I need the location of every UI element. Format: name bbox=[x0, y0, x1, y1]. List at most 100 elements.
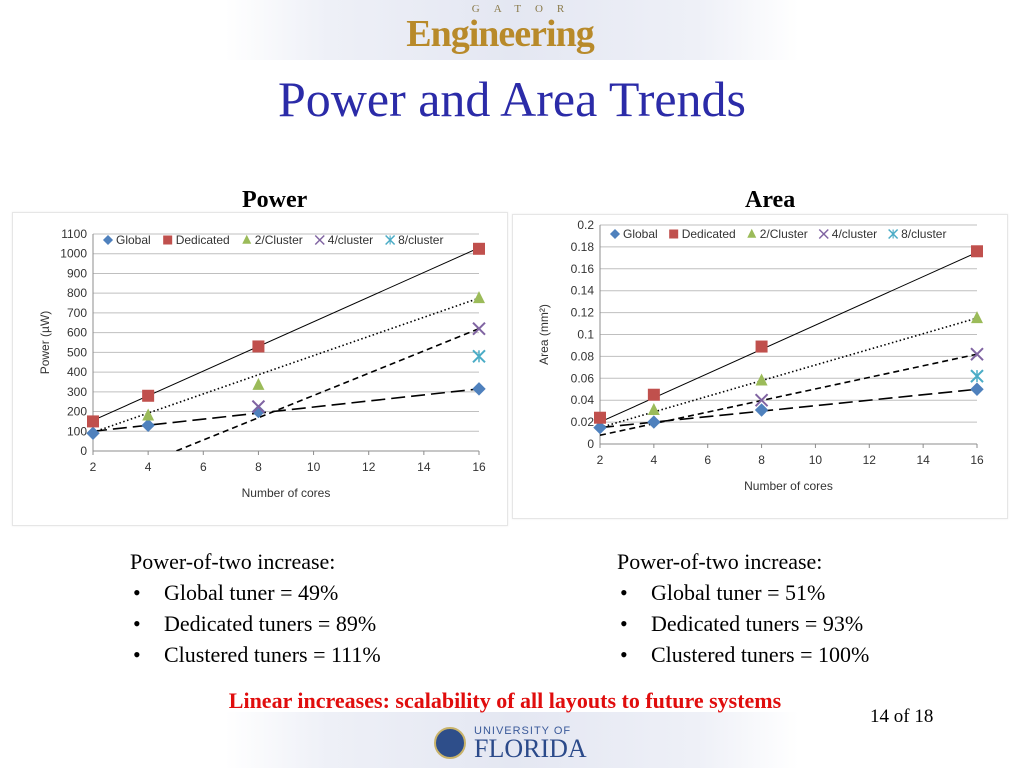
power-y-tick-label: 700 bbox=[67, 306, 87, 320]
area-trendline-4-cluster bbox=[600, 353, 977, 437]
power-y-tick-label: 100 bbox=[67, 424, 87, 438]
area-point-8-cluster bbox=[970, 369, 984, 383]
power-x-axis-label: Number of cores bbox=[242, 486, 331, 500]
power-x-tick-label: 6 bbox=[200, 460, 207, 474]
area-chart-frame: 0 0.02 0.04 0.06 0.08 0.1 0.12 0.14 0.16 0.18 0.2 2… bbox=[512, 214, 1008, 519]
power-bullet-dedicated: Dedicated tuners = 89% bbox=[164, 611, 377, 636]
power-point-dedicated bbox=[87, 415, 99, 428]
area-notes-title: Power-of-two increase: bbox=[617, 549, 823, 574]
svg-text:2/Cluster: 2/Cluster bbox=[255, 233, 303, 247]
area-y-tick-label: 0.14 bbox=[571, 284, 595, 298]
svg-text:4/cluster: 4/cluster bbox=[832, 227, 877, 241]
power-y-tick-label: 1000 bbox=[60, 247, 87, 261]
power-y-tick-label: 1100 bbox=[61, 227, 87, 241]
power-y-tick-label: 600 bbox=[67, 326, 87, 340]
list-item: • Clustered tuners = 100% bbox=[617, 639, 869, 670]
university-of-florida-logo: UNIVERSITY OF FLORIDA bbox=[434, 723, 587, 765]
power-legend-dedicated: Dedicated bbox=[163, 233, 230, 247]
logo-gator-text: GATOR bbox=[471, 3, 579, 15]
list-item: • Dedicated tuners = 89% bbox=[130, 608, 381, 639]
svg-text:Dedicated: Dedicated bbox=[176, 233, 230, 247]
area-legend-dedicated: Dedicated bbox=[669, 227, 736, 241]
power-bullet-global: Global tuner = 49% bbox=[164, 580, 339, 605]
area-legend-4-cluster: 4/cluster bbox=[818, 227, 877, 241]
area-point-2-cluster bbox=[755, 373, 768, 386]
list-item: • Global tuner = 51% bbox=[617, 577, 869, 608]
scalability-message: Linear increases: scalability of all lay… bbox=[228, 688, 782, 713]
area-point-dedicated bbox=[755, 340, 768, 353]
power-point-8-cluster bbox=[472, 349, 486, 364]
power-point-dedicated bbox=[142, 389, 155, 402]
power-chart: 0 100 200 300 400 500 600 700 800 900 1000 1100 2 4 6 8… bbox=[38, 227, 486, 500]
svg-text:8/cluster: 8/cluster bbox=[398, 233, 443, 247]
svg-text:Global: Global bbox=[116, 233, 151, 247]
area-notes: Power-of-two increase: • Global tuner = 5… bbox=[617, 546, 869, 670]
area-point-4-cluster bbox=[754, 393, 769, 407]
area-point-2-cluster bbox=[647, 403, 660, 416]
svg-text:4/cluster: 4/cluster bbox=[328, 233, 373, 247]
gator-engineering-logo: GATOR Engineering bbox=[400, 4, 600, 58]
area-x-tick-label: 2 bbox=[597, 453, 604, 467]
area-x-tick-label: 6 bbox=[704, 453, 711, 467]
area-bullet-clustered: Clustered tuners = 100% bbox=[651, 642, 870, 667]
area-point-dedicated bbox=[594, 411, 606, 424]
area-point-global bbox=[970, 382, 984, 396]
slide-title: Power and Area Trends bbox=[277, 71, 747, 127]
logo-university-text: UNIVERSITY OF bbox=[474, 725, 572, 737]
power-legend-4-cluster: 4/cluster bbox=[314, 233, 373, 247]
area-trendline-dedicated bbox=[600, 251, 977, 423]
area-x-tick-label: 16 bbox=[970, 453, 984, 467]
area-trendline-2-cluster bbox=[600, 317, 977, 429]
area-x-tick-label: 10 bbox=[809, 453, 823, 467]
list-item: • Dedicated tuners = 93% bbox=[617, 608, 869, 639]
power-trendline-global bbox=[93, 388, 479, 433]
power-y-tick-label: 900 bbox=[67, 266, 87, 280]
power-x-tick-label: 8 bbox=[255, 460, 262, 474]
area-x-axis-label: Number of cores bbox=[744, 479, 833, 493]
list-item: • Global tuner = 49% bbox=[130, 577, 381, 608]
area-x-tick-label: 8 bbox=[758, 453, 765, 467]
area-y-tick-label: 0.12 bbox=[571, 306, 595, 320]
area-legend-global: Global bbox=[609, 227, 658, 241]
area-y-tick-label: 0.02 bbox=[571, 415, 595, 429]
area-y-tick-label: 0 bbox=[587, 437, 594, 451]
area-y-tick-label: 0.04 bbox=[571, 393, 595, 407]
power-point-2-cluster bbox=[142, 408, 155, 421]
power-legend-8-cluster: 8/cluster bbox=[385, 233, 443, 247]
power-notes-title: Power-of-two increase: bbox=[130, 549, 336, 574]
area-y-tick-label: 0.16 bbox=[571, 262, 595, 276]
power-x-tick-label: 16 bbox=[472, 460, 486, 474]
area-point-global bbox=[593, 420, 607, 435]
power-y-tick-label: 300 bbox=[67, 385, 87, 399]
power-y-tick-label: 400 bbox=[67, 365, 87, 379]
power-bullet-clustered: Clustered tuners = 111% bbox=[164, 642, 381, 667]
area-point-dedicated bbox=[647, 388, 660, 401]
power-trendline-2-cluster bbox=[93, 297, 479, 434]
uf-seal-icon bbox=[434, 727, 466, 759]
area-y-tick-label: 0.06 bbox=[571, 371, 595, 385]
power-y-axis-label: Power (µW) bbox=[38, 311, 52, 375]
area-point-2-cluster bbox=[971, 311, 983, 324]
power-y-tick-label: 500 bbox=[67, 345, 87, 359]
area-point-global bbox=[647, 415, 661, 429]
area-bullet-list: • Global tuner = 51% • Dedicated tuners = … bbox=[617, 577, 869, 670]
bottom-banner bbox=[0, 712, 1024, 768]
power-x-tick-label: 12 bbox=[362, 460, 376, 474]
logo-engineering-text: Engineering bbox=[406, 13, 594, 55]
area-legend-2-cluster: 2/Cluster bbox=[747, 227, 808, 241]
power-x-tick-label: 4 bbox=[145, 460, 152, 474]
power-y-tick-label: 0 bbox=[80, 444, 87, 458]
power-point-2-cluster bbox=[473, 291, 485, 304]
area-chart-heading: Area bbox=[745, 187, 796, 213]
power-y-tick-label: 800 bbox=[67, 286, 87, 300]
area-chart: 0 0.02 0.04 0.06 0.08 0.1 0.12 0.14 0.16 0.18 0.2 2… bbox=[537, 218, 984, 493]
page-number: 14 of 18 bbox=[870, 706, 934, 727]
power-point-global bbox=[86, 426, 100, 440]
power-legend-2-cluster: 2/Cluster bbox=[242, 233, 303, 247]
area-y-axis-label: Area (mm²) bbox=[537, 304, 551, 365]
svg-text:8/cluster: 8/cluster bbox=[901, 227, 946, 241]
power-legend-global: Global bbox=[102, 233, 151, 247]
area-x-tick-label: 4 bbox=[651, 453, 658, 467]
power-point-global bbox=[141, 418, 155, 433]
power-point-global bbox=[472, 382, 486, 396]
